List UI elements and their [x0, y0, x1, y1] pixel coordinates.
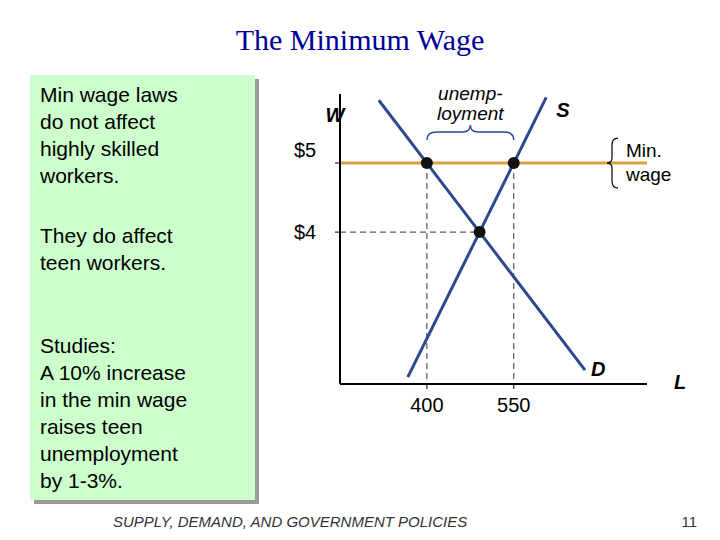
y-tick: [335, 232, 340, 233]
sidebar-text: teen workers.: [40, 251, 166, 274]
unemployment-label: unemp-: [438, 83, 502, 104]
sidebar-text: do not affect: [40, 110, 155, 133]
title: The Minimum Wage: [236, 23, 485, 56]
series-label: D: [591, 358, 605, 380]
y-axis-label: W: [326, 104, 347, 126]
sidebar-text: Min wage laws: [40, 83, 178, 106]
point: [421, 157, 433, 169]
sidebar-text: A 10% increase: [40, 361, 186, 384]
point: [474, 226, 486, 238]
sidebar-text: by 1-3%.: [40, 469, 123, 492]
series-label: S: [556, 99, 570, 121]
plot-area: [340, 97, 647, 384]
y-tick-label: $5: [294, 139, 316, 161]
x-axis-label: L: [674, 371, 686, 393]
sidebar-text: unemployment: [40, 442, 178, 465]
min-wage-line: [340, 162, 647, 165]
min-wage-label: wage: [625, 164, 671, 185]
sidebar-box: [30, 75, 255, 500]
sidebar-text: raises teen: [40, 415, 143, 438]
drop-line: [426, 163, 427, 384]
footer-text: SUPPLY, DEMAND, AND GOVERNMENT POLICIES: [113, 513, 467, 530]
sidebar-text: workers.: [39, 164, 119, 187]
x-tick-label: 550: [497, 394, 530, 416]
unemployment-brace: [427, 125, 514, 140]
point: [508, 157, 520, 169]
min-wage-brace: [607, 138, 618, 188]
series-line: [408, 97, 546, 377]
y-tick: [335, 163, 340, 164]
page-number: 11: [681, 513, 697, 530]
x-tick: [426, 384, 427, 389]
y-tick-label: $4: [294, 221, 316, 243]
sidebar-text: in the min wage: [40, 388, 187, 411]
drop-line: [340, 232, 480, 233]
sidebar-text: Studies:: [40, 334, 116, 357]
sidebar-text: highly skilled: [40, 137, 159, 160]
x-tick-label: 400: [410, 394, 443, 416]
sidebar-text: They do affect: [40, 224, 173, 247]
drop-line: [513, 163, 514, 384]
slide: The Minimum Wage Min wage laws do not affe…: [0, 0, 720, 540]
y-axis: [339, 94, 341, 384]
min-wage-label: Min.: [626, 140, 662, 161]
unemployment-label: loyment: [437, 103, 504, 124]
series-line: [379, 100, 585, 370]
x-tick: [513, 384, 514, 389]
x-axis: [340, 383, 647, 385]
